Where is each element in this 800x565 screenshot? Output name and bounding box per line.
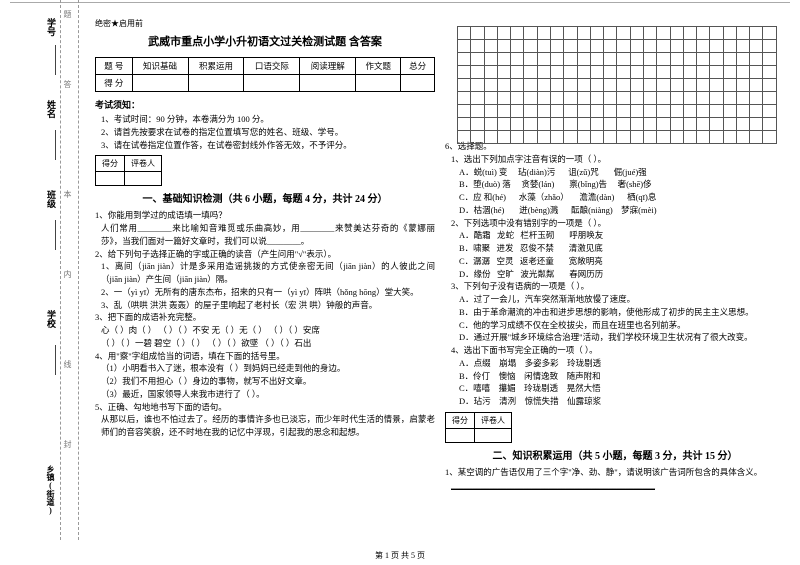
question-6-2-opts: A．酷霜 龙蛇 栏杆玉砌 呼朋唤友 B．啸聚 进发 忍俊不禁 清激见底 C．潺潺… [459,229,785,280]
question-1: 1、你能用到学过的成语填一填吗？ [95,209,435,222]
question-6-4-opts: A．点缀 崩塌 多姿多彩 玲珑剔透 B．伶仃 懊恼 闲情逸致 随声附和 C．嘻嘻… [459,357,785,408]
section-score-box-2: 得分评卷人 [445,412,512,443]
cell [446,428,475,442]
cell: 阅读理解 [300,58,356,75]
margin-label-id: 学号 [45,18,58,36]
question-6-2: 2、下列选项中没有错别字的一项是（ ）。 [451,217,785,230]
notice-item: 1、考试时间：90 分钟，本卷满分为 100 分。 [101,113,435,126]
question-4: 4、用"察"字组成恰当的词语，填在下面的括号里。 [95,350,435,363]
question-3-line2: （ ）（ ）一碧 碧空（ ）（ ） （ ）（ ）欲墜 （ ）（ ）石出 [101,337,435,350]
cell: 评卷人 [475,412,512,428]
cell [356,75,401,92]
question-6-1: 1、选出下列加点字注音有误的一项（ ）。 [451,153,785,166]
question-4-sub3: （3）最近，国家领导人来我市进行了（ ）。 [101,388,435,401]
cell: 得分 [96,156,125,172]
cell [132,75,188,92]
top-rule [10,2,790,3]
dash-label: 封 [62,440,73,448]
cell [300,75,356,92]
cell [475,428,512,442]
cell [125,172,162,186]
question-6-4: 4、选出下面书写完全正确的一项（ ）。 [451,344,785,357]
question-6-3: 3、下列句子没有语病的一项是（ ）。 [451,280,785,293]
cell [96,172,125,186]
margin-line [55,220,56,250]
cell: 口语交际 [244,58,300,75]
cell: 评卷人 [125,156,162,172]
cell [188,75,244,92]
question-6-3-opts: A．过了一会儿，汽车突然渐渐地放慢了速度。 B．由于革命潮流的冲击和进步思想的影… [459,293,785,344]
cell: 题 号 [96,58,133,75]
exam-title: 武威市重点小学小升初语文过关检测试题 含答案 [95,33,435,49]
score-summary-table: 题 号 知识基础 积累运用 口语交际 阅读理解 作文题 总分 得 分 [95,57,435,92]
page-footer: 第 1 页 共 5 页 [0,550,800,561]
question-3-line1: 心（ ）肉（ ） （ ）（ ）不安 无（ ）无（ ） （ ）（ ）安席 [101,324,435,337]
section-score-box: 得分评卷人 [95,155,162,186]
question-2-sub3: 3、乱（哄哄 洪洪 轰轰）的屋子里响起了老村长（宏 洪 哄）钟般的声音。 [101,299,435,312]
notice-heading: 考试须知： [95,98,435,111]
margin-label-school: 学校 [45,310,58,328]
section2-q1: 1、某空调的广告语仅用了三个字"净、劲、静"，请说明该广告词所包含的具体含义。 [445,466,785,479]
margin-label-town: 乡镇(街道) [45,465,56,515]
right-column: 6、选择题。 1、选出下列加点字注音有误的一项（ ）。 A．蜕(tuì) 变 玷… [445,18,785,491]
question-4-sub2: （2）我们不用担心（ ）身边的事物，就写不出好文章。 [101,375,435,388]
section-2-title: 二、知识积累运用（共 5 小题，每题 3 分，共计 15 分） [445,447,785,462]
section-1-title: 一、基础知识检测（共 6 小题，每题 4 分，共计 24 分） [95,190,435,205]
question-6-1-opts: A．蜕(tuì) 变 玷(diàn)污 诅(zǔ)咒 倔(jué)强 B．堕(d… [459,166,785,217]
dash-label: 本 [62,190,73,198]
cell [401,75,435,92]
table-row: 题 号 知识基础 积累运用 口语交际 阅读理解 作文题 总分 [96,58,435,75]
dash-label: 内 [62,270,73,278]
question-1-body: 人们常用________来比喻知音难觅或乐曲高妙，用________来赞美达芬奇… [101,222,435,248]
question-5-body: 从那以后，谁也不怕过去了。经历的事情许多也已淡忘，而少年时代生活的情景，启蒙老师… [101,413,435,439]
seal-line-1 [60,0,61,540]
answer-grid [457,26,777,144]
cell: 知识基础 [132,58,188,75]
confidential-tag: 绝密★启用前 [95,18,435,29]
question-2-sub2: 2、一（yì yī）无所有的唐东杰布，招来的只有一（yì yī）阵哄（hǒng … [101,286,435,299]
question-2-sub1: 1、离间（jiān jiàn）计是多采用造谣挑拨的方式使亲密无间（jiān ji… [101,260,435,286]
cell: 总分 [401,58,435,75]
cell: 得分 [446,412,475,428]
dash-label: 线 [62,360,73,368]
margin-line [55,45,56,75]
table-row: 得 分 [96,75,435,92]
question-2: 2、给下列句子选择正确的字或正确的读音（产生问用"√"表示）。 [95,248,435,261]
left-column: 绝密★启用前 武威市重点小学小升初语文过关检测试题 含答案 题 号 知识基础 积… [95,18,435,439]
notice-item: 3、请在试卷指定位置作答，在试卷密封线外作答无效，不予评分。 [101,139,435,152]
margin-label-class: 班级 [45,190,58,208]
cell: 作文题 [356,58,401,75]
cell: 得 分 [96,75,133,92]
margin-line [55,130,56,160]
margin-line [55,345,56,375]
answer-line: ________________________________________… [451,479,785,492]
question-5: 5、正确、勾地地书写下面的语句。 [95,401,435,414]
notice-item: 2、请首先按要求在试卷的指定位置填写您的姓名、班级、学号。 [101,126,435,139]
question-3: 3、把下面的成语补充完整。 [95,311,435,324]
seal-line-2 [78,0,79,540]
cell: 积累运用 [188,58,244,75]
margin-label-name: 姓名 [45,100,58,118]
cell [244,75,300,92]
dash-label: 答 [62,80,73,88]
dash-label: 题 [62,10,73,18]
question-4-sub1: （1）小明看书入了迷，根本没有（ ）到妈妈已经走到他的身边。 [101,362,435,375]
